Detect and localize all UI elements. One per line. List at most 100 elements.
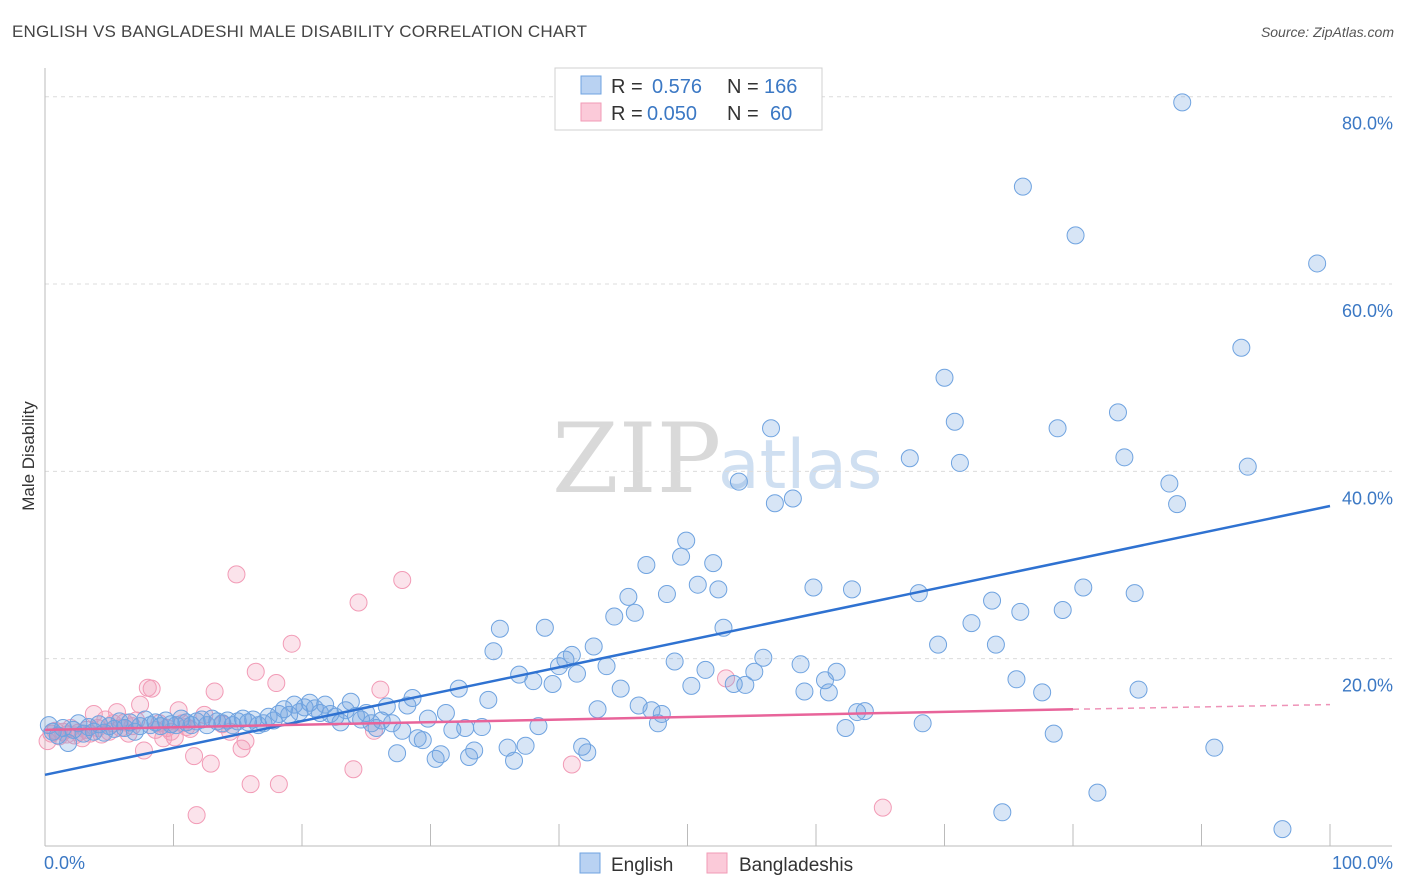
y-tick-label: 80.0%	[1342, 114, 1393, 134]
x-tick-label-max: 100.0%	[1332, 853, 1393, 873]
english-point	[709, 580, 728, 599]
english-point	[372, 711, 391, 730]
english-point	[584, 637, 603, 656]
english-point	[479, 690, 498, 709]
trend-lines	[44, 504, 1331, 777]
english-point	[783, 489, 802, 508]
y-tick-label: 20.0%	[1342, 676, 1393, 696]
english-point	[597, 657, 616, 676]
legend-bangladeshi-r-label: R =	[611, 103, 643, 125]
english-point	[535, 618, 554, 637]
english-point	[1273, 820, 1292, 839]
y-tick-label: 40.0%	[1342, 488, 1393, 508]
english-point	[696, 660, 715, 679]
english-point	[1125, 584, 1144, 603]
english-point	[562, 645, 581, 664]
english-point	[765, 494, 784, 513]
english-point	[657, 585, 676, 604]
english-point	[1308, 254, 1327, 273]
english-point	[588, 700, 607, 719]
series-legend: English Bangladeshis	[579, 852, 853, 876]
english-point	[1129, 680, 1148, 699]
legend-english-r-value: 0.576	[652, 76, 702, 98]
bangladeshi-point	[267, 674, 286, 693]
y-axis-label: Male Disability	[19, 401, 38, 511]
bangladeshi-trend-line	[44, 708, 1074, 732]
english-point	[388, 744, 407, 763]
bottom-legend-bangladeshi-swatch	[706, 852, 728, 874]
english-point	[819, 683, 838, 702]
watermark-zip: ZIP	[552, 403, 721, 515]
english-point	[524, 672, 543, 691]
english-point	[1238, 457, 1257, 476]
english-point	[665, 652, 684, 671]
english-point	[993, 803, 1012, 822]
english-point	[120, 713, 139, 732]
legend-english-r-label: R =	[611, 76, 643, 98]
legend-english-n-label: N =	[727, 76, 759, 98]
english-point	[244, 710, 263, 729]
english-point	[543, 674, 562, 693]
english-point	[578, 743, 597, 762]
english-point	[529, 717, 548, 736]
bottom-legend-english-label: English	[611, 855, 673, 876]
english-point	[1007, 670, 1026, 689]
english-point	[1044, 724, 1063, 743]
english-point	[736, 675, 755, 694]
english-point	[275, 700, 294, 719]
bangladeshi-point	[344, 760, 363, 779]
english-point	[962, 614, 981, 633]
english-point	[1168, 495, 1187, 514]
bangladeshi-point	[185, 747, 204, 766]
english-point	[1011, 602, 1030, 621]
english-point	[377, 697, 396, 716]
english-point	[791, 655, 810, 674]
english-point	[393, 721, 412, 740]
legend-english-n-value: 166	[764, 76, 797, 98]
english-point	[986, 635, 1005, 654]
bangladeshi-point	[201, 754, 220, 773]
english-point	[1033, 683, 1052, 702]
english-point	[648, 714, 667, 733]
watermark: ZIP atlas	[552, 403, 882, 515]
english-point	[1115, 448, 1134, 467]
english-point	[69, 714, 88, 733]
english-point	[637, 556, 656, 575]
bangladeshi-trend-extension	[1072, 703, 1331, 711]
bangladeshi-point	[142, 679, 161, 698]
english-point	[900, 449, 919, 468]
english-point	[573, 737, 592, 756]
english-point	[950, 453, 969, 472]
x-tick-labels: 0.0% 100.0%	[44, 853, 1393, 873]
english-point	[611, 679, 630, 698]
english-point	[836, 718, 855, 737]
english-point	[1074, 578, 1093, 597]
english-point	[619, 587, 638, 606]
bangladeshi-point	[873, 798, 892, 817]
bangladeshi-point	[205, 682, 224, 701]
english-point	[316, 695, 335, 714]
english-point	[842, 580, 861, 599]
english-point	[625, 603, 644, 622]
legend-english-swatch	[580, 75, 602, 95]
english-point	[1053, 600, 1072, 619]
english-point	[1048, 419, 1067, 438]
watermark-atlas: atlas	[718, 426, 882, 505]
english-point	[472, 718, 491, 737]
english-point	[682, 676, 701, 695]
english-point	[913, 714, 932, 733]
english-point	[1232, 338, 1251, 357]
english-point	[490, 619, 509, 638]
legend-bangladeshi-swatch	[580, 102, 602, 122]
bangladeshi-point	[187, 806, 206, 825]
english-point	[795, 682, 814, 701]
english-point	[704, 554, 723, 573]
english-point	[465, 741, 484, 760]
chart-title: ENGLISH VS BANGLADESHI MALE DISABILITY C…	[12, 22, 588, 41]
source-credit: Source: ZipAtlas.com	[1260, 24, 1394, 40]
english-point	[652, 704, 671, 723]
english-point	[672, 547, 691, 566]
y-tick-labels: 20.0% 40.0% 60.0% 80.0%	[1342, 114, 1393, 696]
english-point	[1173, 93, 1192, 112]
